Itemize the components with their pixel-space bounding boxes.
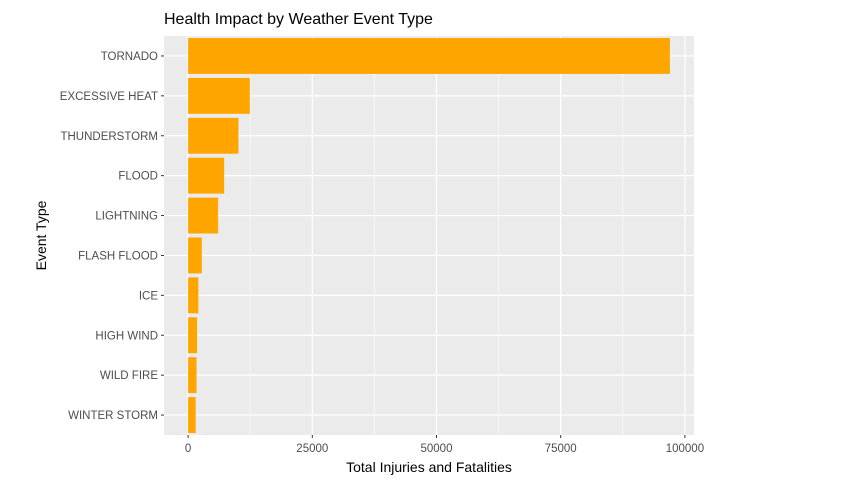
bar: [188, 357, 197, 394]
y-tick-label: THUNDERSTORM: [60, 131, 158, 143]
x-tick-label: 0: [185, 443, 191, 455]
y-axis-title: Event Type: [33, 200, 49, 270]
y-tick-label: ICE: [139, 290, 159, 302]
bar: [188, 37, 670, 74]
bar: [188, 277, 199, 314]
minor-gridlines: [249, 36, 624, 435]
bar: [188, 397, 196, 434]
y-tick-label: WILD FIRE: [100, 370, 158, 382]
bars: [188, 37, 670, 434]
bar: [188, 317, 198, 354]
chart-title: Health Impact by Weather Event Type: [164, 11, 433, 28]
bar: [188, 117, 239, 154]
bar: [188, 237, 202, 274]
panel-background: [164, 36, 694, 435]
x-tick-label: 25000: [296, 443, 328, 455]
bar: [188, 77, 250, 114]
y-tick-label: TORNADO: [101, 51, 158, 63]
x-tick-label: 75000: [545, 443, 577, 455]
x-tick-label: 100000: [666, 443, 704, 455]
bar: [188, 157, 225, 194]
y-tick-label: EXCESSIVE HEAT: [60, 91, 158, 103]
x-axis-title: Total Injuries and Fatalities: [346, 459, 512, 475]
y-tick-label: FLASH FLOOD: [78, 250, 158, 262]
x-axis: 0 25000 50000 75000 100000: [185, 435, 704, 455]
y-tick-label: FLOOD: [118, 171, 158, 183]
y-axis: TORNADO EXCESSIVE HEAT THUNDERSTORM FLOOD LI…: [60, 51, 164, 422]
y-tick-label: WINTER STORM: [68, 410, 158, 422]
x-tick-label: 50000: [421, 443, 453, 455]
y-tick-label: LIGHTNING: [95, 211, 158, 223]
y-tick-label: HIGH WIND: [95, 330, 158, 342]
bar: [188, 197, 219, 234]
